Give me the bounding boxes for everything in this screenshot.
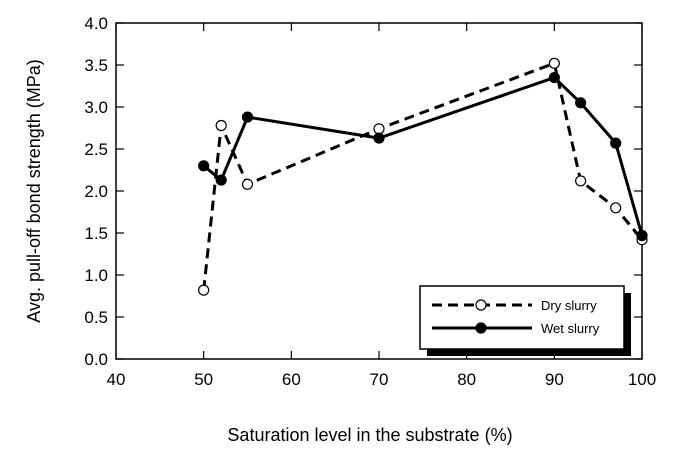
y-tick-label: 2.0 (84, 182, 108, 201)
x-tick-label: 70 (370, 370, 389, 389)
x-tick-label: 50 (194, 370, 213, 389)
series-line-wet-slurry (202, 76, 644, 236)
series-layer (198, 57, 648, 296)
x-tick-label: 90 (545, 370, 564, 389)
data-point-dry-slurry (548, 57, 560, 69)
y-tick-label: 4.0 (84, 14, 108, 33)
x-tick-label: 80 (457, 370, 476, 389)
x-tick-label: 60 (282, 370, 301, 389)
data-point-dry-slurry (241, 178, 254, 190)
y-tick-label: 0.0 (84, 350, 108, 369)
x-tick-label: 40 (107, 370, 126, 389)
series-line-dry-slurry (202, 61, 644, 291)
data-point-wet-slurry (548, 71, 560, 84)
legend-box (419, 285, 625, 350)
x-tick-label: 100 (628, 370, 656, 389)
data-point-wet-slurry (610, 137, 622, 149)
y-axis-label: Avg. pull-off bond strength (MPa) (24, 59, 44, 322)
y-tick-label: 3.5 (84, 56, 108, 75)
y-tick-label: 1.5 (84, 224, 108, 243)
legend-wet-marker (475, 322, 487, 334)
data-point-dry-slurry (575, 175, 587, 187)
x-axis-ticks: 40 50 60 70 80 90 100 (107, 23, 656, 389)
legend: Dry slurry Wet slurry (419, 285, 631, 356)
legend-wet-label: Wet slurry (541, 321, 600, 336)
data-point-dry-slurry (373, 123, 385, 135)
y-tick-label: 0.5 (84, 308, 108, 327)
data-point-dry-slurry (610, 202, 622, 214)
data-point-wet-slurry (373, 132, 385, 144)
legend-dry-label: Dry slurry (541, 298, 597, 313)
y-tick-label: 2.5 (84, 140, 108, 159)
data-point-wet-slurry (575, 97, 587, 109)
y-tick-label: 3.0 (84, 98, 108, 117)
y-axis-ticks: 0.0 0.5 1.0 1.5 2.0 2.5 3.0 3.5 4.0 (84, 14, 642, 369)
x-axis-label: Saturation level in the substrate (%) (227, 425, 512, 445)
legend-dry-marker (475, 299, 487, 311)
data-point-dry-slurry (198, 284, 210, 296)
data-point-dry-slurry (215, 119, 227, 132)
data-point-wet-slurry (636, 229, 648, 242)
data-point-wet-slurry (198, 160, 210, 172)
y-tick-label: 1.0 (84, 266, 108, 285)
data-point-wet-slurry (215, 174, 227, 186)
data-point-wet-slurry (241, 111, 254, 123)
